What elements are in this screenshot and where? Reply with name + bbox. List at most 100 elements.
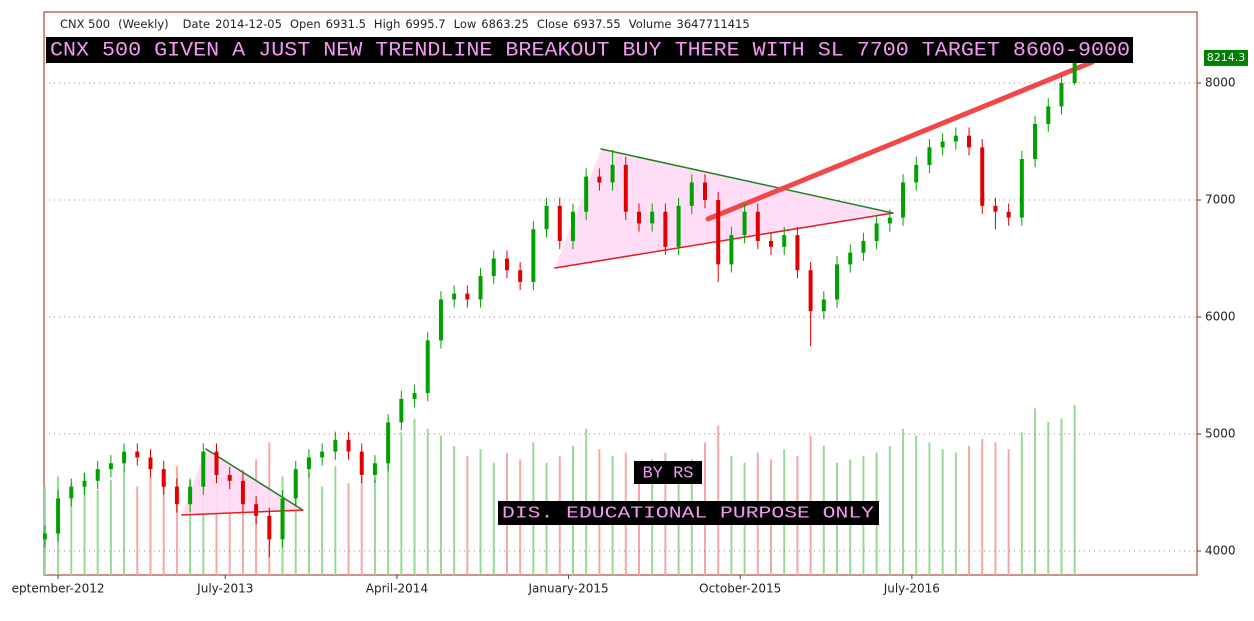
candle-body xyxy=(636,211,641,224)
header-value: 6931.5 xyxy=(326,17,366,31)
volume-bar xyxy=(888,445,891,575)
candle-body xyxy=(1072,57,1077,84)
grid-layer xyxy=(44,82,1197,552)
volume-bar xyxy=(373,479,376,575)
candle-body xyxy=(531,229,536,282)
header-label: High xyxy=(374,17,400,31)
y-tick-label: 7000 xyxy=(1205,193,1236,207)
header-value: 2014-12-05 xyxy=(215,17,282,31)
volume-bar xyxy=(1034,408,1037,575)
candle-body xyxy=(1019,159,1024,218)
trend-line xyxy=(600,148,894,214)
candle-body xyxy=(967,135,972,148)
candle-body xyxy=(861,240,866,253)
x-tick-label: July-2013 xyxy=(196,582,253,596)
volume-bar xyxy=(360,476,363,575)
candle-body xyxy=(240,480,245,505)
header-value: 6863.25 xyxy=(481,17,529,31)
y-tick-label: 4000 xyxy=(1205,544,1236,558)
candle-body xyxy=(227,474,232,481)
volume-bar xyxy=(136,486,139,575)
candle-body xyxy=(927,147,932,165)
candle-body xyxy=(306,457,311,470)
axis-layer: 4000 5000 6000 7000 8000 eptember-2012 July-20… xyxy=(12,76,1236,596)
candle-body xyxy=(320,451,325,458)
candle-body xyxy=(386,422,391,464)
last-price-label: 8214.3 xyxy=(1207,51,1246,64)
candle-body xyxy=(478,276,483,300)
banner: CNX 500 GIVEN A JUST NEW TRENDLINE BREAK… xyxy=(50,39,1130,62)
candle-body xyxy=(835,264,840,300)
header: CNX 500 (Weekly) Date 2014-12-05 Open 6931.5 H… xyxy=(60,17,750,31)
volume-bar xyxy=(400,432,403,575)
candle-body xyxy=(729,235,734,265)
trend-line xyxy=(205,448,304,511)
candle-body xyxy=(518,270,523,282)
candle-body xyxy=(174,486,179,505)
volume-bar xyxy=(928,442,931,575)
candle-body xyxy=(1006,211,1011,218)
header-label: Low xyxy=(454,17,477,31)
candle-body xyxy=(188,486,193,505)
candle-body xyxy=(491,258,496,277)
candle-body xyxy=(108,463,113,470)
header-value: 3647711415 xyxy=(677,17,750,31)
header-label: Date xyxy=(183,17,211,31)
candle-body xyxy=(663,211,668,247)
candle-body xyxy=(1059,83,1064,107)
candle-body xyxy=(557,205,562,241)
x-tick-label: October-2015 xyxy=(699,582,781,596)
note: DIS. EDUCATIONAL PURPOSE ONLY xyxy=(502,504,874,523)
candle-body xyxy=(1033,123,1038,160)
volume-bar xyxy=(717,425,720,575)
volume-bar xyxy=(453,445,456,575)
candle-body xyxy=(702,182,707,201)
header-label: Close xyxy=(537,17,568,31)
volume-bar xyxy=(968,445,971,575)
candle-body xyxy=(333,439,338,452)
header-symbol: CNX 500 xyxy=(60,17,110,31)
candle-body xyxy=(795,235,800,271)
header-interval: (Weekly) xyxy=(118,17,168,31)
trend-line xyxy=(554,212,894,269)
volume-bar xyxy=(915,435,918,575)
volume-bar xyxy=(492,462,495,575)
volume-bar xyxy=(70,483,73,575)
candle-body xyxy=(848,252,853,265)
volume-bar xyxy=(149,476,152,575)
candle-body xyxy=(610,164,615,183)
volume-bar xyxy=(1007,449,1010,575)
candle-body xyxy=(901,182,906,218)
candle-body xyxy=(69,486,74,499)
header-value: 6937.55 xyxy=(573,17,621,31)
volume-bar xyxy=(1020,432,1023,575)
volume-bar xyxy=(387,456,390,575)
candle-body xyxy=(359,451,364,475)
candle-body xyxy=(755,211,760,241)
volume-bar xyxy=(334,466,337,575)
pattern-fill xyxy=(554,149,893,268)
candle-body xyxy=(940,141,945,148)
candle-body xyxy=(254,504,259,516)
candle-body xyxy=(716,200,721,265)
candle-body xyxy=(570,211,575,241)
volume-bar xyxy=(439,435,442,575)
candle-body xyxy=(425,340,430,394)
volume-bar xyxy=(981,439,984,575)
candle-body xyxy=(782,235,787,247)
volume-bar xyxy=(479,449,482,575)
x-tick-label: April-2014 xyxy=(366,582,428,596)
candle-body xyxy=(953,135,958,142)
header-value: 6995.7 xyxy=(405,17,445,31)
volume-bar xyxy=(954,452,957,575)
candle-body xyxy=(399,398,404,423)
volume-bar xyxy=(1047,422,1050,575)
candle-body xyxy=(267,515,272,540)
volume-bar xyxy=(202,462,205,575)
candle-body xyxy=(161,469,166,487)
banner-box xyxy=(46,37,1133,63)
candle-body xyxy=(584,176,589,212)
candle-body xyxy=(42,533,47,540)
y-tick-label: 5000 xyxy=(1205,427,1236,441)
